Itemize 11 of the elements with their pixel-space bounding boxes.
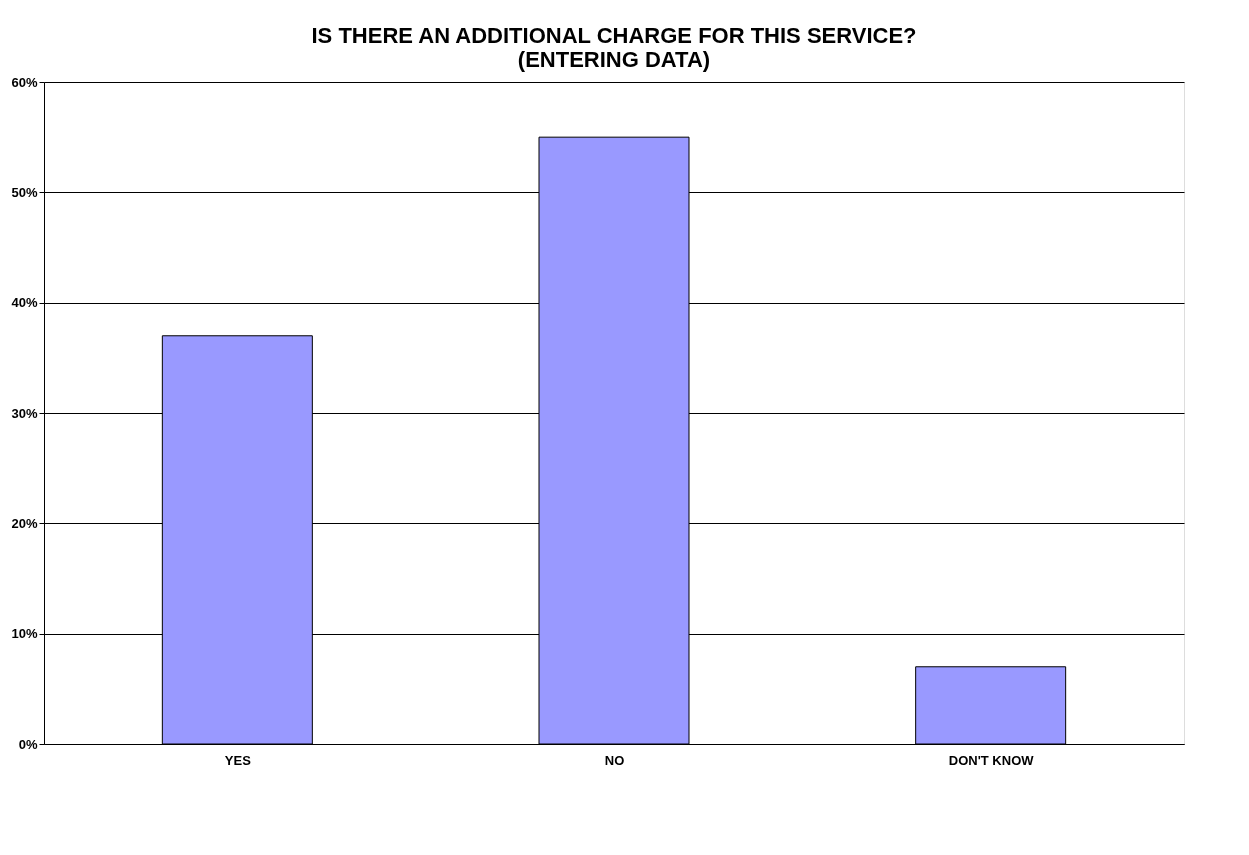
y-tick-label: 60% — [11, 74, 38, 90]
y-tick-label: 40% — [11, 295, 38, 311]
y-tick-label: 0% — [18, 736, 38, 752]
y-tick-label: 30% — [11, 405, 38, 421]
chart-title: IS THERE AN ADDITIONAL CHARGE FOR THIS SERVICE? (ENTERING DATA) — [311, 23, 917, 72]
y-tick-label: 20% — [11, 515, 38, 531]
y-tick-label: 50% — [11, 184, 38, 200]
x-tick-label: DON'T KNOW — [948, 752, 1035, 768]
x-tick-label: NO — [604, 752, 625, 768]
x-tick-label: YES — [224, 752, 252, 768]
y-tick-label: 10% — [11, 626, 38, 642]
